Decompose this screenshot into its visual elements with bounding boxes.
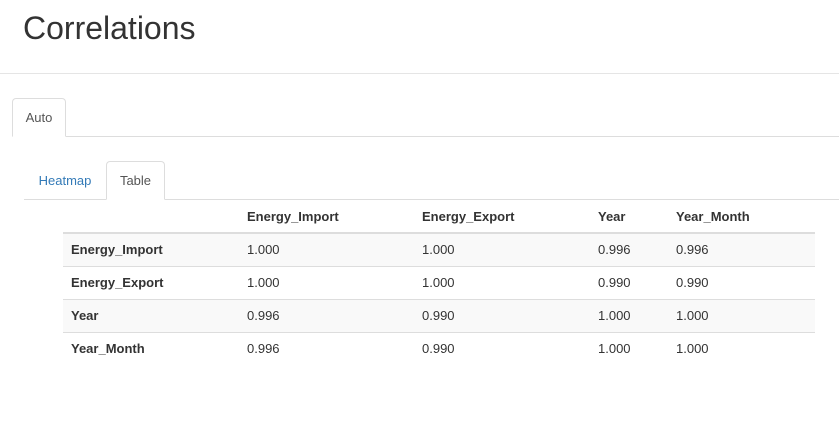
table-row: Year 0.996 0.990 1.000 1.000 [63,298,815,332]
tab-heatmap[interactable]: Heatmap [38,173,92,188]
table-header-corner [63,200,239,234]
page-header: Correlations [0,0,839,74]
row-label: Year_Month [63,331,239,365]
table-cell: 1.000 [414,265,590,299]
outer-tab-bar: Auto [12,98,839,137]
column-header-year: Year [590,200,668,234]
page-title: Correlations [23,10,196,46]
row-label: Energy_Import [63,232,239,266]
table-header-row: Energy_Import Energy_Export Year Year_Mo… [63,200,815,234]
table-cell: 1.000 [239,232,414,266]
column-header-energy-import: Energy_Import [239,200,414,234]
tab-table[interactable]: Table [106,161,165,200]
table-row: Energy_Export 1.000 1.000 0.990 0.990 [63,265,815,299]
tab-auto[interactable]: Auto [12,98,66,137]
table-cell: 0.996 [239,331,414,365]
table-cell: 1.000 [668,331,815,365]
table-cell: 1.000 [414,232,590,266]
table-row: Year_Month 0.996 0.990 1.000 1.000 [63,331,815,365]
table-row: Energy_Import 1.000 1.000 0.996 0.996 [63,232,815,266]
inner-tab-bar: Heatmap Table [24,161,839,200]
correlation-table: Energy_Import Energy_Export Year Year_Mo… [63,200,815,365]
row-label: Energy_Export [63,265,239,299]
table-cell: 1.000 [668,298,815,332]
table-cell: 1.000 [239,265,414,299]
table-cell: 1.000 [590,298,668,332]
table-cell: 1.000 [590,331,668,365]
table-cell: 0.990 [590,265,668,299]
table-cell: 0.990 [414,298,590,332]
row-label: Year [63,298,239,332]
table-cell: 0.996 [590,232,668,266]
table-cell: 0.990 [668,265,815,299]
table-cell: 0.990 [414,331,590,365]
column-header-energy-export: Energy_Export [414,200,590,234]
table-cell: 0.996 [239,298,414,332]
column-header-year-month: Year_Month [668,200,815,234]
table-cell: 0.996 [668,232,815,266]
